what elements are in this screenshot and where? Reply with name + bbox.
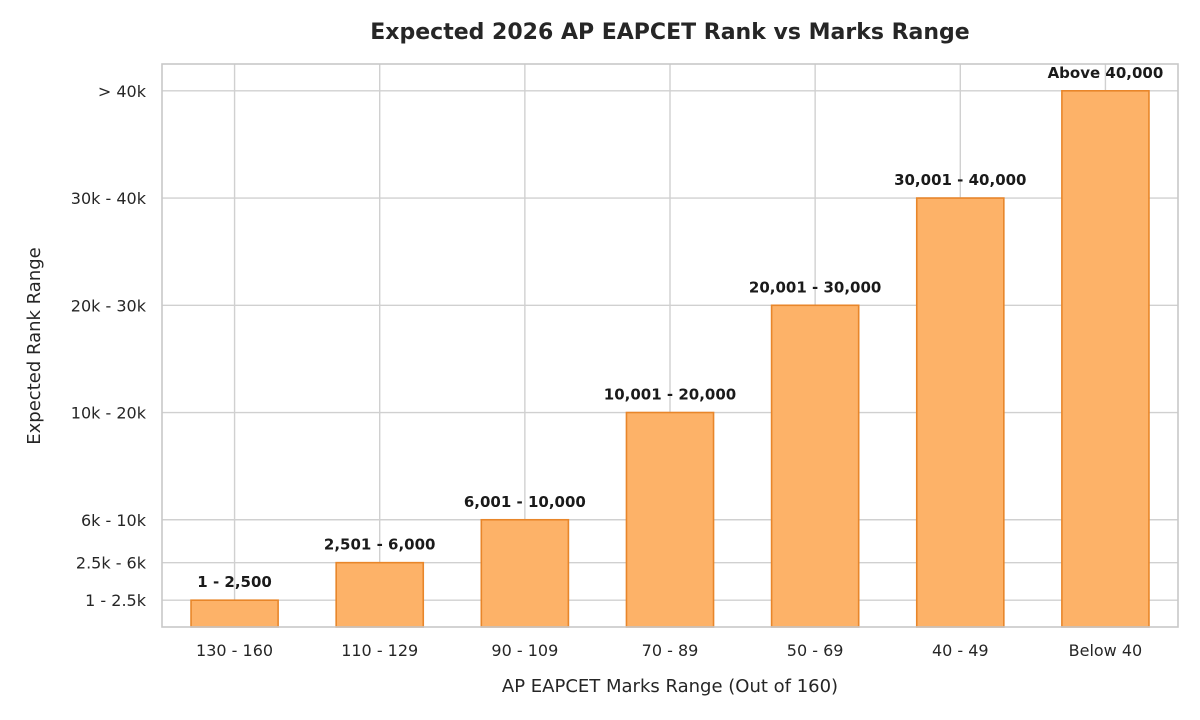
x-tick-label: 40 - 49 [932, 641, 989, 660]
y-tick-label: 2.5k - 6k [76, 554, 147, 573]
bar-data-label: Above 40,000 [1048, 64, 1164, 82]
data-label-layer: 1 - 2,500 2,501 - 6,000 6,001 - 10,000 10,0… [197, 64, 1163, 591]
y-tick-layer: 1 - 2.5k 2.5k - 6k 6k - 10k 10k - 20k 20k - … [71, 82, 147, 610]
x-tick-label: 70 - 89 [642, 641, 699, 660]
x-tick-label: 110 - 129 [341, 641, 418, 660]
bar-data-label: 20,001 - 30,000 [749, 278, 881, 296]
x-axis-label: AP EAPCET Marks Range (Out of 160) [502, 676, 838, 697]
y-tick-label: 6k - 10k [81, 511, 147, 530]
bar-data-label: 1 - 2,500 [197, 573, 272, 591]
bar [770, 304, 860, 628]
chart-title: Expected 2026 AP EAPCET Rank vs Marks Ra… [370, 20, 969, 45]
x-tick-label: Below 40 [1069, 641, 1143, 660]
bar-data-label: 2,501 - 6,000 [324, 536, 436, 554]
bar [625, 411, 715, 628]
bar [1061, 90, 1150, 628]
y-axis-label: Expected Rank Range [24, 247, 45, 444]
y-tick-label: > 40k [98, 82, 147, 101]
bar-data-label: 10,001 - 20,000 [604, 386, 736, 404]
bar [915, 197, 1005, 628]
y-tick-label: 1 - 2.5k [85, 591, 147, 610]
x-tick-label: 90 - 109 [491, 641, 558, 660]
bar [480, 518, 570, 628]
y-tick-label: 30k - 40k [71, 189, 147, 208]
bar-data-label: 30,001 - 40,000 [894, 171, 1026, 189]
bar-data-label: 6,001 - 10,000 [464, 493, 586, 511]
plot-frame [161, 63, 1179, 628]
bar-layer [190, 90, 1150, 628]
bar [190, 599, 279, 628]
x-tick-label: 130 - 160 [196, 641, 273, 660]
bar [335, 561, 425, 628]
y-tick-label: 20k - 30k [71, 296, 147, 315]
y-tick-label: 10k - 20k [71, 404, 147, 423]
x-tick-label: 50 - 69 [787, 641, 844, 660]
x-tick-layer: 130 - 160 110 - 129 90 - 109 70 - 89 50 - 69… [196, 641, 1142, 660]
